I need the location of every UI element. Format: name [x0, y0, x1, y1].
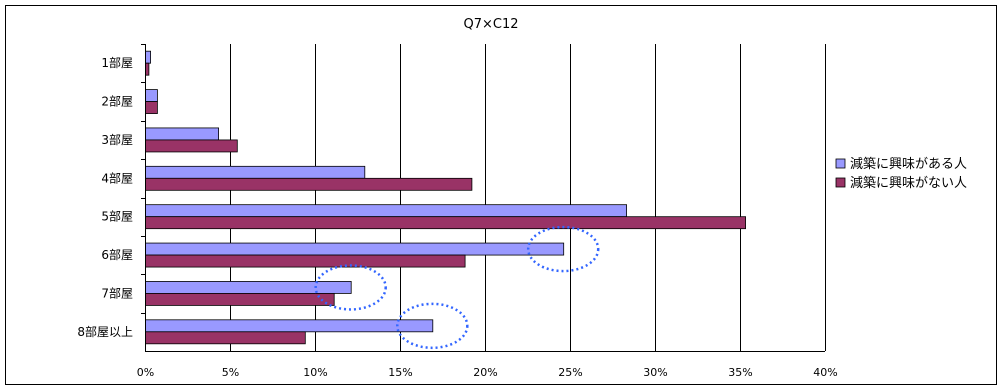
bar-interested: [145, 127, 219, 141]
bar-not-interested: [145, 254, 466, 268]
legend-swatch: [835, 158, 846, 169]
highlight-ellipse: [526, 225, 600, 273]
category-label: 2部屋: [101, 94, 133, 109]
category-label: 1部屋: [101, 55, 133, 70]
bar-not-interested: [145, 101, 158, 114]
x-tick-label: 20%: [473, 366, 497, 379]
x-tick-label: 0%: [137, 366, 154, 379]
bar-not-interested: [145, 331, 306, 345]
bar-not-interested: [145, 177, 473, 191]
x-tick-label: 35%: [728, 366, 752, 379]
bar-interested: [145, 89, 158, 102]
grid-layer: [230, 44, 826, 351]
bar-chart: Q7×C12 1部屋 2部屋 3部屋 4部屋 5部屋 6部屋 7部屋 8部屋以上 0% 5% 10…: [77, 17, 967, 379]
annotations-layer: [314, 225, 600, 350]
x-tick-label: 30%: [643, 366, 667, 379]
bar-interested: [145, 281, 352, 294]
bar-interested: [145, 204, 628, 218]
legend-swatch: [835, 177, 846, 188]
x-tick-label: 40%: [813, 366, 837, 379]
chart-title: Q7×C12: [463, 17, 518, 32]
legend-label: 減築に興味がある人: [850, 156, 967, 172]
bar-interested: [145, 50, 151, 64]
bar-not-interested: [145, 216, 746, 230]
bars-layer: [145, 50, 746, 345]
category-label: 7部屋: [101, 285, 133, 300]
x-tick-label: 25%: [558, 366, 582, 379]
highlight-ellipse: [314, 264, 387, 311]
bar-interested: [145, 242, 565, 256]
x-tick-label: 10%: [303, 366, 327, 379]
category-label: 4部屋: [101, 170, 133, 185]
category-label: 3部屋: [101, 132, 133, 147]
chart-frame: Q7×C12 1部屋 2部屋 3部屋 4部屋 5部屋 6部屋 7部屋 8部屋以上 0% 5% 10…: [5, 5, 997, 385]
x-tick-label: 5%: [222, 366, 239, 379]
category-labels: 1部屋 2部屋 3部屋 4部屋 5部屋 6部屋 7部屋 8部屋以上: [77, 55, 133, 339]
category-label: 5部屋: [101, 209, 133, 224]
bar-not-interested: [145, 62, 150, 76]
bar-not-interested: [145, 293, 335, 306]
bar-interested: [145, 319, 434, 333]
category-label: 6部屋: [101, 247, 133, 262]
x-tick-label: 15%: [388, 366, 412, 379]
bar-interested: [145, 165, 366, 179]
tick-labels: 0% 5% 10% 15% 20% 25% 30% 35% 40%: [137, 366, 838, 379]
highlight-ellipse: [396, 302, 469, 350]
legend-label: 減築に興味がない人: [850, 175, 967, 191]
bar-not-interested: [145, 139, 238, 153]
category-label: 8部屋以上: [77, 324, 133, 339]
axis-layer: [141, 44, 825, 352]
